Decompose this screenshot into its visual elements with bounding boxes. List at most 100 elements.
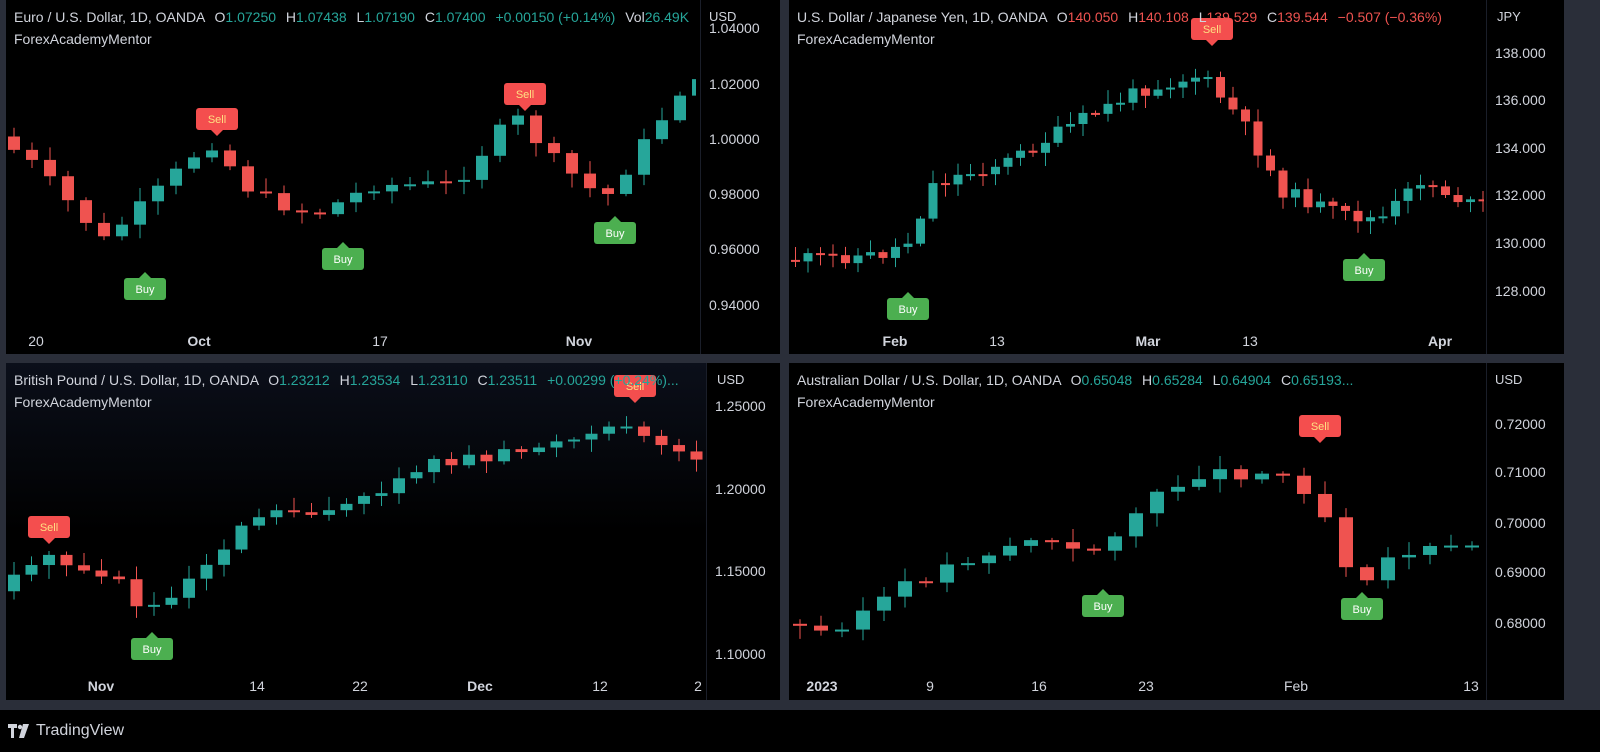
currency-label: USD [717, 372, 745, 387]
price-axis[interactable]: JPY 138.000 136.000 134.000 132.000 130.… [1486, 0, 1564, 354]
candle-body [350, 192, 362, 203]
x-tick: Apr [1427, 333, 1453, 349]
candle-body [480, 454, 493, 462]
open-value: 1.23212 [279, 372, 330, 388]
candle-body [1041, 142, 1050, 153]
buy-signal-label: Buy [322, 242, 364, 270]
high-value: 0.65284 [1152, 372, 1203, 388]
candle-body [816, 253, 825, 256]
candle-body [1178, 81, 1188, 88]
candle-body [1028, 150, 1038, 153]
candle-body [224, 150, 236, 167]
candle-body [638, 426, 650, 436]
brand-label: TradingView [36, 722, 125, 739]
signal-pointer [210, 129, 224, 136]
candle-body [891, 246, 900, 258]
symbol-title: Euro / U.S. Dollar, 1D, OANDA [14, 9, 205, 25]
signal-text: Sell [40, 522, 58, 534]
candle-body [43, 554, 55, 566]
signal-text: Sell [1311, 421, 1329, 433]
candle-body [152, 185, 164, 202]
candle-body [148, 604, 160, 607]
y-tick: 136.000 [1495, 92, 1546, 108]
tradingview-logo[interactable]: TradingView [8, 722, 124, 740]
currency-label: USD [1495, 372, 1523, 387]
price-plot[interactable]: Sell Sell Buy [6, 363, 706, 700]
signal-text: Buy [1355, 265, 1374, 277]
candle-body [1203, 77, 1213, 80]
candle-body [1428, 185, 1438, 188]
candle-body [550, 441, 563, 448]
signal-box [1341, 598, 1383, 620]
candle-body [428, 458, 440, 473]
candle-body [1003, 545, 1017, 556]
chart-pane-gbpusd[interactable]: Sell Sell Buy British Pound / U.S. Dollar,… [6, 363, 780, 700]
sell-signal-label: Sell [1299, 415, 1341, 443]
author-label: ForexAcademyMentor [797, 31, 935, 47]
candle-body [368, 191, 380, 194]
y-tick: 0.94000 [709, 297, 760, 313]
candle-body [445, 458, 458, 466]
currency-label: JPY [1497, 9, 1521, 24]
candle-body [1339, 517, 1353, 568]
candle-body [80, 200, 92, 223]
price-plot[interactable]: Sell Buy Buy [789, 0, 1484, 354]
signal-pointer [336, 242, 350, 249]
high-value: 140.108 [1138, 9, 1189, 25]
candle-body [1213, 469, 1227, 480]
candle-body [1276, 473, 1290, 476]
candle-body [1278, 170, 1288, 198]
y-tick: 0.98000 [709, 186, 760, 202]
price-plot[interactable]: Sell Sell Buy Buy Buy [6, 0, 696, 354]
chart-pane-eurusd[interactable]: Sell Sell Buy Buy Buy Euro / U.S. Dollar, 1D… [6, 0, 780, 354]
tradingview-icon [8, 724, 29, 738]
candle-body [130, 579, 143, 607]
low-value: 1.07190 [364, 9, 415, 25]
high-value: 1.23534 [349, 372, 401, 388]
buy-signal-label: Buy [131, 632, 173, 660]
candle-body [982, 555, 996, 564]
candle-body [1116, 102, 1125, 105]
signal-box [322, 248, 364, 270]
candle-body [585, 433, 598, 440]
price-axis[interactable]: USD 1.25000 1.20000 1.15000 1.10000 [706, 363, 780, 700]
candle-body [866, 252, 875, 256]
candle-body [878, 252, 888, 258]
candle-body [323, 510, 335, 515]
candle-body [1216, 77, 1225, 98]
candle-body [386, 184, 398, 192]
candle-body [1465, 545, 1479, 548]
price-axis[interactable]: USD 0.72000 0.71000 0.70000 0.69000 0.68… [1486, 363, 1564, 700]
y-tick: 1.25000 [715, 398, 766, 414]
candle-body [340, 503, 353, 511]
signal-box [28, 516, 70, 538]
candle-body [919, 581, 933, 584]
price-axis[interactable]: USD 1.04000 1.02000 1.00000 0.98000 0.96… [700, 0, 780, 354]
signal-text: Sell [208, 114, 226, 126]
signal-pointer [1205, 39, 1219, 46]
candle-body [25, 565, 38, 575]
chart-pane-audusd[interactable]: Sell Buy Buy Australian Dollar / U.S. Doll… [789, 363, 1564, 700]
x-tick: Dec [467, 678, 493, 694]
signal-box [1343, 259, 1385, 281]
candle-body [603, 426, 615, 434]
candle-body [692, 79, 696, 96]
signal-text: Sell [516, 89, 534, 101]
candle-body [1378, 216, 1388, 219]
x-tick: 13 [1463, 678, 1479, 694]
signal-box [1082, 595, 1124, 617]
candle-body [1402, 554, 1416, 558]
candle-body [458, 179, 470, 182]
signal-pointer [1355, 592, 1369, 599]
y-tick: 1.20000 [715, 481, 766, 497]
candle-body [116, 224, 128, 237]
price-plot[interactable]: Sell Buy Buy [789, 363, 1486, 700]
signal-text: Buy [334, 254, 353, 266]
y-tick: 0.96000 [709, 241, 760, 257]
footer-bar: TradingView [0, 710, 1600, 752]
candle-body [78, 565, 90, 571]
candle-body [165, 597, 178, 605]
chart-pane-usdjpy[interactable]: Sell Buy Buy U.S. Dollar / Japanese Yen, 1… [789, 0, 1564, 354]
candle-body [1228, 97, 1238, 110]
candle-body [1171, 486, 1185, 492]
